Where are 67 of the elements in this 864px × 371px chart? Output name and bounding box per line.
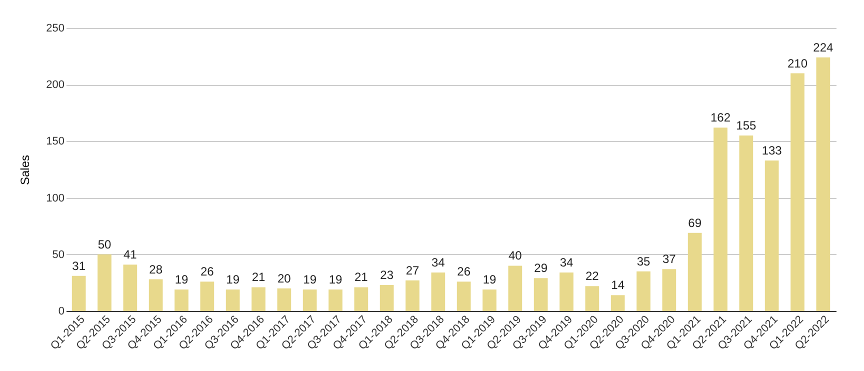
data-label: 155: [736, 118, 756, 133]
bar: [148, 279, 163, 311]
data-label: 19: [226, 272, 240, 286]
data-label: 133: [762, 143, 782, 158]
data-label: 224: [813, 40, 834, 54]
data-label: 210: [787, 56, 808, 70]
data-label: 26: [200, 264, 214, 279]
data-label: 19: [303, 272, 317, 286]
bar: [610, 295, 625, 311]
data-label: 28: [149, 262, 163, 276]
bar: [123, 264, 138, 311]
data-label: 34: [431, 256, 446, 270]
bar: [816, 57, 830, 311]
bar: [688, 232, 702, 311]
data-label: 26: [457, 264, 471, 279]
data-label: 35: [636, 254, 650, 268]
bar: [508, 266, 522, 311]
y-tick-label: 0: [58, 306, 64, 318]
data-label: 29: [534, 261, 548, 276]
bar: [764, 160, 779, 311]
bar: [98, 254, 112, 311]
bar: [277, 288, 292, 311]
bar: [456, 282, 471, 311]
y-tick-label: 200: [46, 79, 64, 92]
bar: [328, 289, 342, 311]
bar: [482, 289, 496, 311]
bar: [662, 269, 676, 311]
y-tick-label: 250: [46, 22, 64, 34]
bar: [302, 289, 317, 311]
data-label: 34: [560, 256, 574, 270]
data-label: 23: [380, 268, 394, 282]
data-label: 19: [482, 272, 496, 286]
y-tick-label: 100: [46, 192, 64, 204]
y-tick-label: 150: [46, 136, 64, 148]
data-label: 27: [406, 263, 420, 278]
bar: [739, 136, 754, 311]
bar: [200, 282, 214, 311]
data-label: 50: [98, 237, 112, 252]
data-label: 22: [585, 269, 600, 284]
bar: [226, 289, 240, 311]
bar: [406, 280, 420, 311]
data-label: 21: [252, 270, 266, 284]
y-tick-label: 50: [52, 248, 64, 261]
bar: [174, 289, 188, 311]
data-label: 14: [611, 278, 625, 292]
data-label: 20: [277, 271, 292, 286]
data-label: 31: [72, 258, 86, 273]
bar: [534, 278, 548, 311]
bar: [714, 128, 728, 311]
data-label: 69: [688, 216, 702, 230]
data-label: 40: [508, 248, 522, 263]
bar: [380, 284, 394, 311]
bar: [790, 73, 804, 311]
bar: [354, 287, 368, 311]
data-label: 162: [710, 110, 731, 125]
bar: [431, 272, 446, 311]
data-label: 37: [662, 252, 676, 266]
bar: [636, 271, 650, 311]
bar: [585, 286, 600, 311]
data-label: 19: [174, 272, 188, 286]
bar: [252, 287, 266, 311]
y-axis-title: Sales: [18, 154, 32, 186]
data-label: 19: [328, 272, 342, 286]
bar: [72, 276, 86, 311]
data-label: 41: [123, 248, 138, 262]
bar: [560, 272, 574, 311]
data-label: 21: [354, 270, 368, 284]
